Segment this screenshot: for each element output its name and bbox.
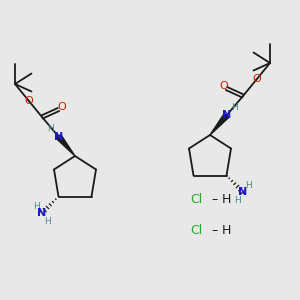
Text: O: O <box>219 81 228 91</box>
Text: N: N <box>38 208 46 218</box>
Text: Cl: Cl <box>190 193 202 206</box>
Text: H: H <box>234 196 241 205</box>
Text: H: H <box>222 224 231 238</box>
Text: H: H <box>33 202 40 211</box>
Text: O: O <box>57 102 66 112</box>
Text: H: H <box>231 103 237 112</box>
Text: O: O <box>252 74 261 85</box>
Text: N: N <box>222 110 231 121</box>
Text: N: N <box>238 187 247 197</box>
Text: N: N <box>54 131 63 142</box>
Polygon shape <box>56 135 75 156</box>
Text: –: – <box>212 193 218 206</box>
Text: H: H <box>222 193 231 206</box>
Text: H: H <box>48 124 54 133</box>
Text: H: H <box>245 181 252 190</box>
Text: Cl: Cl <box>190 224 202 238</box>
Text: H: H <box>44 217 51 226</box>
Text: –: – <box>212 224 218 238</box>
Polygon shape <box>210 114 229 135</box>
Text: O: O <box>24 95 33 106</box>
